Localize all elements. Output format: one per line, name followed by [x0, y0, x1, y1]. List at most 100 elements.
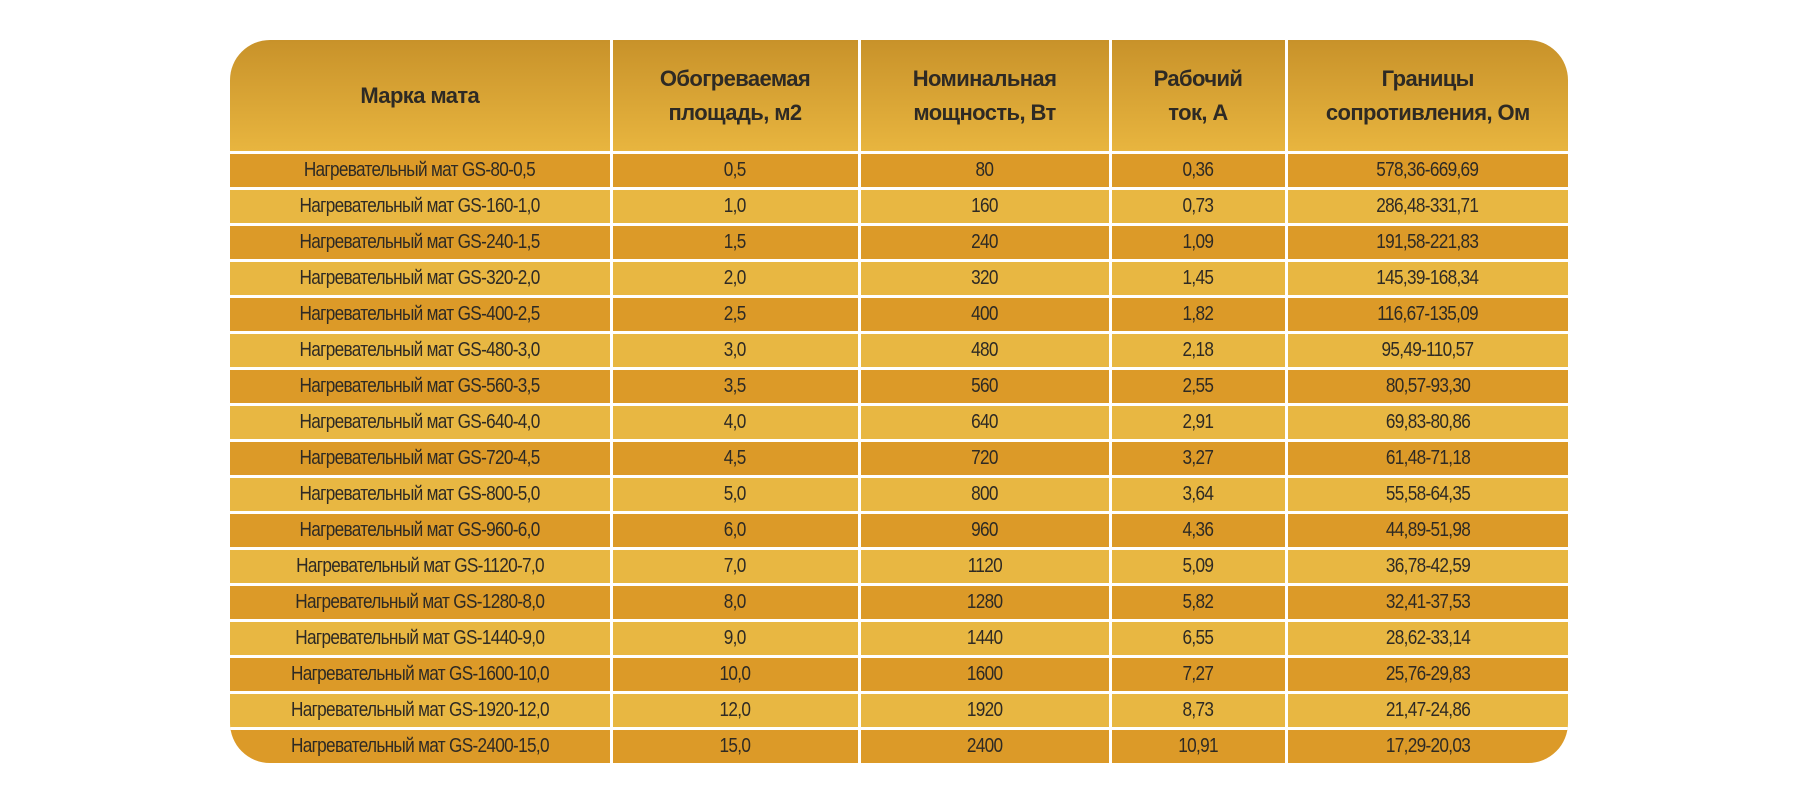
cell-operating-current: 5,09 [1108, 547, 1288, 586]
cell-text: 400 [971, 303, 998, 325]
cell-text: Нагревательный мат GS-1280-8,0 [295, 591, 545, 613]
cell-operating-current: 0,36 [1108, 151, 1288, 190]
cell-resistance-range: 32,41-37,53 [1284, 583, 1568, 622]
cell-text: 61,48-71,18 [1385, 447, 1471, 469]
table-row: Нагревательный мат GS-1920-12,0 12,0 1920 8… [230, 691, 1568, 730]
table-row: Нагревательный мат GS-1280-8,0 8,0 1280 5,8… [230, 583, 1568, 622]
cell-text: 145,39-168,34 [1376, 267, 1480, 289]
cell-heated-area: 7,0 [609, 547, 861, 586]
cell-rated-power: 1600 [857, 655, 1112, 694]
cell-resistance-range: 116,67-135,09 [1284, 295, 1568, 334]
cell-text: 44,89-51,98 [1385, 519, 1471, 541]
cell-resistance-range: 578,36-669,69 [1284, 151, 1568, 190]
table-row: Нагревательный мат GS-480-3,0 3,0 480 2,18 9… [230, 331, 1568, 370]
cell-heated-area: 6,0 [609, 511, 861, 550]
header-text-line: Марка мата [360, 82, 480, 108]
cell-text: 6,0 [724, 519, 747, 541]
cell-operating-current: 7,27 [1108, 655, 1288, 694]
cell-mat-model: Нагревательный мат GS-160-1,0 [230, 187, 613, 226]
cell-mat-model: Нагревательный мат GS-1280-8,0 [230, 583, 613, 622]
cell-rated-power: 80 [857, 151, 1112, 190]
table-row: Нагревательный мат GS-2400-15,0 15,0 2400 1… [230, 727, 1568, 763]
cell-resistance-range: 25,76-29,83 [1284, 655, 1568, 694]
header-mat-model: Марка мата [230, 40, 613, 154]
cell-operating-current: 4,36 [1108, 511, 1288, 550]
cell-text: 4,36 [1182, 519, 1214, 541]
cell-text: Нагревательный мат GS-480-3,0 [299, 339, 541, 361]
cell-resistance-range: 44,89-51,98 [1284, 511, 1568, 550]
cell-text: Нагревательный мат GS-2400-15,0 [290, 735, 550, 757]
table-row: Нагревательный мат GS-160-1,0 1,0 160 0,73 2… [230, 187, 1568, 226]
cell-mat-model: Нагревательный мат GS-960-6,0 [230, 511, 613, 550]
cell-heated-area: 3,5 [609, 367, 861, 406]
table-row: Нагревательный мат GS-720-4,5 4,5 720 3,27 6… [230, 439, 1568, 478]
cell-rated-power: 160 [857, 187, 1112, 226]
cell-rated-power: 480 [857, 331, 1112, 370]
cell-resistance-range: 145,39-168,34 [1284, 259, 1568, 298]
cell-heated-area: 1,0 [609, 187, 861, 226]
cell-mat-model: Нагревательный мат GS-80-0,5 [230, 151, 613, 190]
header-operating-current: Рабочий ток, А [1108, 40, 1288, 154]
cell-text: 7,27 [1182, 663, 1214, 685]
header-heated-area: Обогреваемая площадь, м2 [609, 40, 861, 154]
cell-text: Нагревательный мат GS-320-2,0 [299, 267, 541, 289]
cell-text: 4,0 [724, 411, 747, 433]
cell-text: 2,91 [1182, 411, 1214, 433]
header-rated-power: Номинальная мощность, Вт [857, 40, 1112, 154]
table-row: Нагревательный мат GS-240-1,5 1,5 240 1,09 1… [230, 223, 1568, 262]
cell-mat-model: Нагревательный мат GS-480-3,0 [230, 331, 613, 370]
cell-operating-current: 2,55 [1108, 367, 1288, 406]
cell-text: 1280 [966, 591, 1003, 613]
cell-text: 5,82 [1182, 591, 1214, 613]
cell-resistance-range: 191,58-221,83 [1284, 223, 1568, 262]
cell-text: 1,82 [1182, 303, 1214, 325]
cell-operating-current: 2,91 [1108, 403, 1288, 442]
cell-text: 0,36 [1182, 159, 1214, 181]
cell-mat-model: Нагревательный мат GS-720-4,5 [230, 439, 613, 478]
cell-heated-area: 8,0 [609, 583, 861, 622]
cell-text: Нагревательный мат GS-560-3,5 [299, 375, 541, 397]
cell-text: 480 [971, 339, 998, 361]
table-row: Нагревательный мат GS-640-4,0 4,0 640 2,91 6… [230, 403, 1568, 442]
header-text-line: мощность, Вт [913, 99, 1056, 125]
table-body: Нагревательный мат GS-80-0,5 0,5 80 0,36 578… [230, 151, 1568, 763]
cell-operating-current: 3,27 [1108, 439, 1288, 478]
cell-text: Нагревательный мат GS-640-4,0 [299, 411, 541, 433]
cell-text: 1,09 [1182, 231, 1214, 253]
cell-heated-area: 0,5 [609, 151, 861, 190]
cell-text: 160 [971, 195, 998, 217]
cell-mat-model: Нагревательный мат GS-560-3,5 [230, 367, 613, 406]
cell-text: 25,76-29,83 [1385, 663, 1471, 685]
cell-operating-current: 2,18 [1108, 331, 1288, 370]
cell-operating-current: 1,45 [1108, 259, 1288, 298]
header-text-line: сопротивления, Ом [1325, 99, 1530, 125]
header-text-line: Обогреваемая [659, 65, 811, 91]
cell-rated-power: 1120 [857, 547, 1112, 586]
cell-text: 5,09 [1182, 555, 1214, 577]
cell-text: 2400 [966, 735, 1003, 757]
cell-mat-model: Нагревательный мат GS-1440-9,0 [230, 619, 613, 658]
header-text-line: площадь, м2 [668, 99, 802, 125]
cell-text: 1,0 [724, 195, 747, 217]
cell-operating-current: 1,09 [1108, 223, 1288, 262]
cell-text: 95,49-110,57 [1381, 339, 1475, 361]
table-row: Нагревательный мат GS-1600-10,0 10,0 1600 7… [230, 655, 1568, 694]
table-row: Нагревательный мат GS-400-2,5 2,5 400 1,82 1… [230, 295, 1568, 334]
cell-resistance-range: 69,83-80,86 [1284, 403, 1568, 442]
cell-text: 2,5 [724, 303, 747, 325]
cell-text: 4,5 [724, 447, 747, 469]
cell-mat-model: Нагревательный мат GS-400-2,5 [230, 295, 613, 334]
cell-text: 286,48-331,71 [1376, 195, 1480, 217]
cell-text: Нагревательный мат GS-1440-9,0 [295, 627, 545, 649]
cell-rated-power: 720 [857, 439, 1112, 478]
cell-resistance-range: 95,49-110,57 [1284, 331, 1568, 370]
table-row: Нагревательный мат GS-560-3,5 3,5 560 2,55 8… [230, 367, 1568, 406]
cell-mat-model: Нагревательный мат GS-240-1,5 [230, 223, 613, 262]
cell-text: Нагревательный мат GS-800-5,0 [299, 483, 541, 505]
cell-text: Нагревательный мат GS-720-4,5 [299, 447, 541, 469]
cell-heated-area: 15,0 [609, 727, 861, 763]
cell-text: 10,91 [1178, 735, 1218, 757]
cell-text: 6,55 [1182, 627, 1214, 649]
cell-heated-area: 10,0 [609, 655, 861, 694]
cell-operating-current: 8,73 [1108, 691, 1288, 730]
